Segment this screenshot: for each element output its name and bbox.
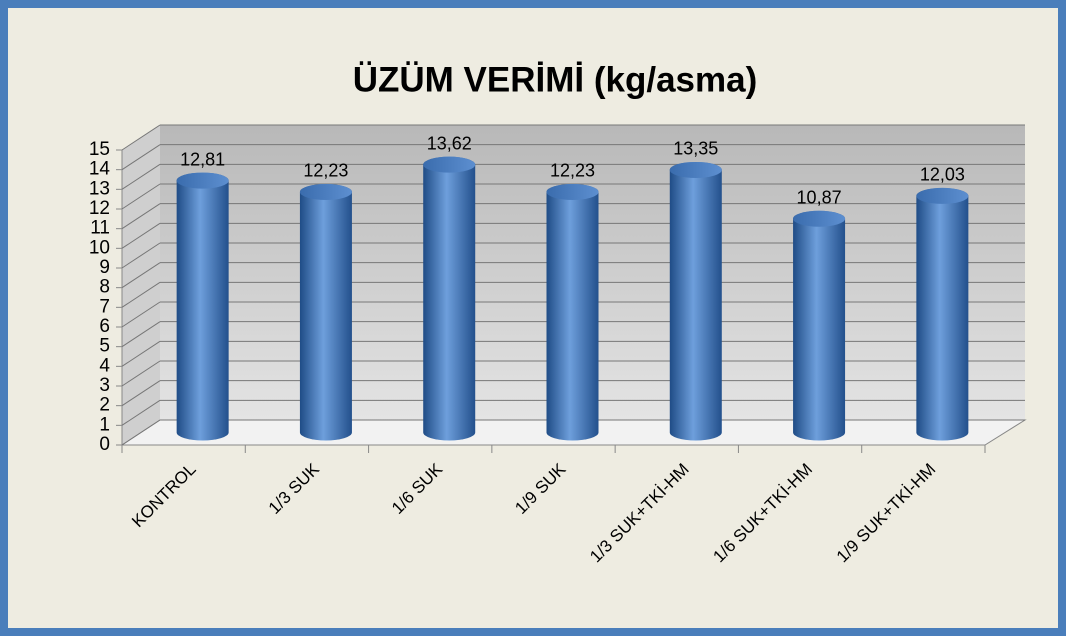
grid-line [121,281,161,308]
y-tick-label: 14 [89,159,111,180]
grid-line [121,222,161,249]
y-tick-label: 0 [99,434,110,455]
grid-line [121,124,161,151]
grid-line [121,262,161,289]
bar [176,172,229,441]
bar-top [423,156,476,173]
grid-line [121,301,161,328]
grid-line [121,163,161,190]
y-tick-label: 13 [89,178,110,199]
value-label: 12,23 [550,161,595,181]
value-label: 12,81 [180,149,225,169]
y-tick-label: 5 [99,336,110,357]
bar-top [176,172,229,189]
bar [423,156,476,441]
bar [299,183,352,441]
y-tick-label: 10 [89,237,110,258]
grid-line [121,144,161,171]
bar-top [669,161,722,178]
bar-top [299,183,352,200]
chart-title: ÜZÜM VERİMİ (kg/asma) [353,60,758,99]
y-tick-label: 12 [89,198,110,219]
grid-line [121,380,161,407]
y-tick-label: 8 [99,277,110,298]
bar-top [916,187,969,204]
grid-line [121,203,161,230]
bar [546,183,599,441]
grid-line [121,321,161,348]
grid-line [121,340,161,367]
bar [916,187,969,441]
y-tick-label: 4 [99,355,110,376]
y-tick-label: 6 [99,316,110,337]
grid-line [121,360,161,387]
bar-top [793,210,846,227]
value-label: 10,87 [797,187,842,207]
y-tick-label: 1 [99,414,110,435]
y-tick-label: 9 [99,257,110,278]
grid-line [121,399,161,426]
value-label: 12,03 [920,165,965,185]
bar-top [546,183,599,200]
y-tick-label: 15 [89,139,110,160]
y-tick-label: 2 [99,395,110,416]
grid-line [121,183,161,210]
y-tick-label: 7 [99,296,110,317]
grid-line [121,242,161,269]
grid-line [121,419,161,446]
value-label: 13,62 [427,133,472,153]
side-wall [122,125,160,445]
y-tick-label: 11 [90,218,110,239]
bar [793,210,846,441]
value-label: 12,23 [303,161,348,181]
bar [669,161,722,441]
y-tick-label: 3 [99,375,110,396]
value-label: 13,35 [673,139,718,159]
